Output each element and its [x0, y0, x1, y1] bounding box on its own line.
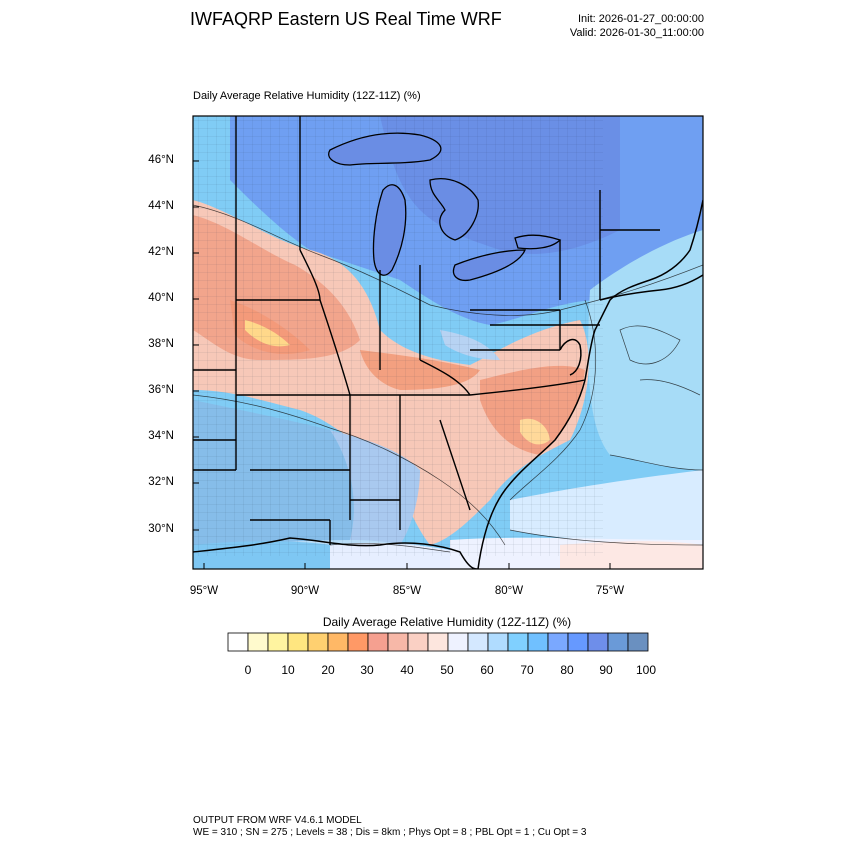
humidity-field [193, 116, 703, 569]
footer-model-line: OUTPUT FROM WRF V4.6.1 MODEL [193, 815, 362, 826]
colorbar-cell [587, 632, 609, 652]
colorbar-tick: 80 [560, 663, 574, 677]
colorbar-cell [227, 632, 249, 652]
lat-label-36: 36°N [148, 384, 174, 396]
colorbar-cell [267, 632, 289, 652]
lake-michigan [372, 184, 407, 276]
colorbar-cell [527, 632, 549, 652]
lon-label-95: 95°W [189, 585, 219, 597]
colorbar-cell [487, 632, 509, 652]
lat-label-38: 38°N [148, 338, 174, 350]
colorbar-tick: 100 [635, 663, 657, 677]
colorbar-tick: 30 [360, 663, 374, 677]
colorbar-tick: 0 [244, 663, 252, 677]
map-frame [192, 115, 704, 570]
lat-label-32: 32°N [148, 476, 174, 488]
lat-label-44: 44°N [148, 200, 174, 212]
colorbar-cell [287, 632, 309, 652]
colorbar-cell [327, 632, 349, 652]
lon-label-80: 80°W [494, 585, 524, 597]
map-title: Daily Average Relative Humidity (12Z-11Z… [193, 90, 421, 102]
colorbar-tick: 60 [480, 663, 494, 677]
colorbar-tick: 90 [599, 663, 613, 677]
colorbar-title: Daily Average Relative Humidity (12Z-11Z… [322, 615, 572, 629]
lon-label-85: 85°W [392, 585, 422, 597]
colorbar-cell [607, 632, 629, 652]
colorbar-cell [507, 632, 529, 652]
colorbar-cell [467, 632, 489, 652]
lon-label-75: 75°W [595, 585, 625, 597]
colorbar-tick: 40 [400, 663, 414, 677]
colorbar-cell [547, 632, 569, 652]
lat-label-42: 42°N [148, 246, 174, 258]
lake-erie [452, 249, 526, 282]
lat-label-46: 46°N [148, 154, 174, 166]
lat-label-30: 30°N [148, 523, 174, 535]
colorbar-tick: 50 [440, 663, 454, 677]
colorbar-cell [367, 632, 389, 652]
colorbar-cell [427, 632, 449, 652]
lake-superior [328, 132, 442, 166]
lake-huron [429, 178, 479, 241]
lat-label-34: 34°N [148, 430, 174, 442]
lat-label-40: 40°N [148, 292, 174, 304]
colorbar [227, 632, 649, 652]
lon-label-90: 90°W [290, 585, 320, 597]
colorbar-tick: 10 [281, 663, 295, 677]
colorbar-cell [307, 632, 329, 652]
init-time-label: Init: 2026-01-27_00:00:00 [578, 13, 704, 25]
footer-config-line: WE = 310 ; SN = 275 ; Levels = 38 ; Dis … [193, 827, 587, 838]
colorbar-cell [567, 632, 589, 652]
colorbar-cell [247, 632, 269, 652]
colorbar-cell [407, 632, 429, 652]
colorbar-cell [347, 632, 369, 652]
colorbar-cell [387, 632, 409, 652]
valid-time-label: Valid: 2026-01-30_11:00:00 [569, 27, 704, 39]
colorbar-cell [447, 632, 469, 652]
colorbar-cell [627, 632, 649, 652]
main-title: IWFAQRP Eastern US Real Time WRF [190, 9, 502, 29]
colorbar-tick: 70 [520, 663, 534, 677]
colorbar-tick: 20 [321, 663, 335, 677]
